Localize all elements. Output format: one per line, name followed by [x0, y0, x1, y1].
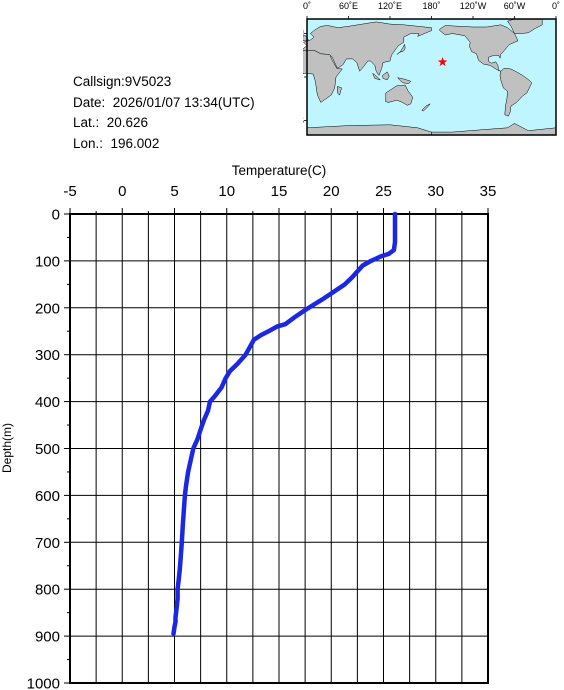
map-landmass	[421, 103, 431, 112]
station-marker-icon	[437, 57, 448, 67]
x-tick-label: 10	[218, 183, 235, 200]
map-lon-label: 60˚E	[339, 1, 358, 11]
map-landmass	[382, 71, 390, 81]
y-tick-label: 1000	[27, 676, 60, 690]
y-tick-label: 100	[35, 253, 60, 270]
x-tick-label: 15	[271, 183, 288, 200]
map-lon-label: 120˚E	[378, 1, 402, 11]
x-tick-label: 0	[118, 183, 126, 200]
x-tick-label: -5	[63, 183, 76, 200]
x-tick-label: 5	[170, 183, 178, 200]
y-tick-label: 0	[52, 207, 60, 224]
map-landmass	[439, 24, 519, 72]
y-axis-label: Depth(m)	[0, 423, 14, 473]
y-tick-label: 500	[35, 441, 60, 458]
x-axis-label: Temperature(C)	[232, 163, 327, 178]
longitude-text: Lon.: 196.002	[73, 135, 160, 151]
map-lon-label: 0˚	[303, 1, 311, 11]
map-lon-label: 60˚W	[504, 1, 526, 11]
map-landmass	[299, 21, 432, 77]
map-lon-label: 0˚	[552, 1, 560, 11]
x-tick-label: 35	[480, 183, 497, 200]
map-lon-label: 180˚	[422, 1, 440, 11]
station-info: Callsign:9V5023 Date: 2026/01/07 13:34(U…	[73, 72, 255, 154]
y-tick-label: 900	[35, 629, 60, 646]
map-landmass	[396, 43, 406, 55]
map-lon-label: 120˚W	[460, 1, 487, 11]
y-tick-label: 700	[35, 535, 60, 552]
map-landmass	[337, 86, 342, 96]
map-landmass	[396, 77, 412, 84]
x-tick-label: 20	[323, 183, 340, 200]
map-landmass	[372, 72, 381, 81]
y-tick-label: 800	[35, 582, 60, 599]
map-landmass	[507, 18, 543, 34]
map-landmass	[499, 68, 533, 117]
latitude-text: Lat.: 20.626	[73, 115, 149, 130]
y-tick-label: 600	[35, 488, 60, 505]
temperature-profile-line	[171, 211, 398, 637]
y-tick-label: 400	[35, 394, 60, 411]
x-tick-label: 25	[375, 183, 392, 200]
date-text: Date: 2026/01/07 13:34(UTC)	[73, 94, 255, 110]
callsign-text: Callsign:9V5023	[73, 74, 172, 89]
map-landmass	[385, 84, 414, 106]
y-tick-label: 200	[35, 300, 60, 317]
x-tick-label: 30	[427, 183, 444, 200]
y-tick-label: 300	[35, 347, 60, 364]
